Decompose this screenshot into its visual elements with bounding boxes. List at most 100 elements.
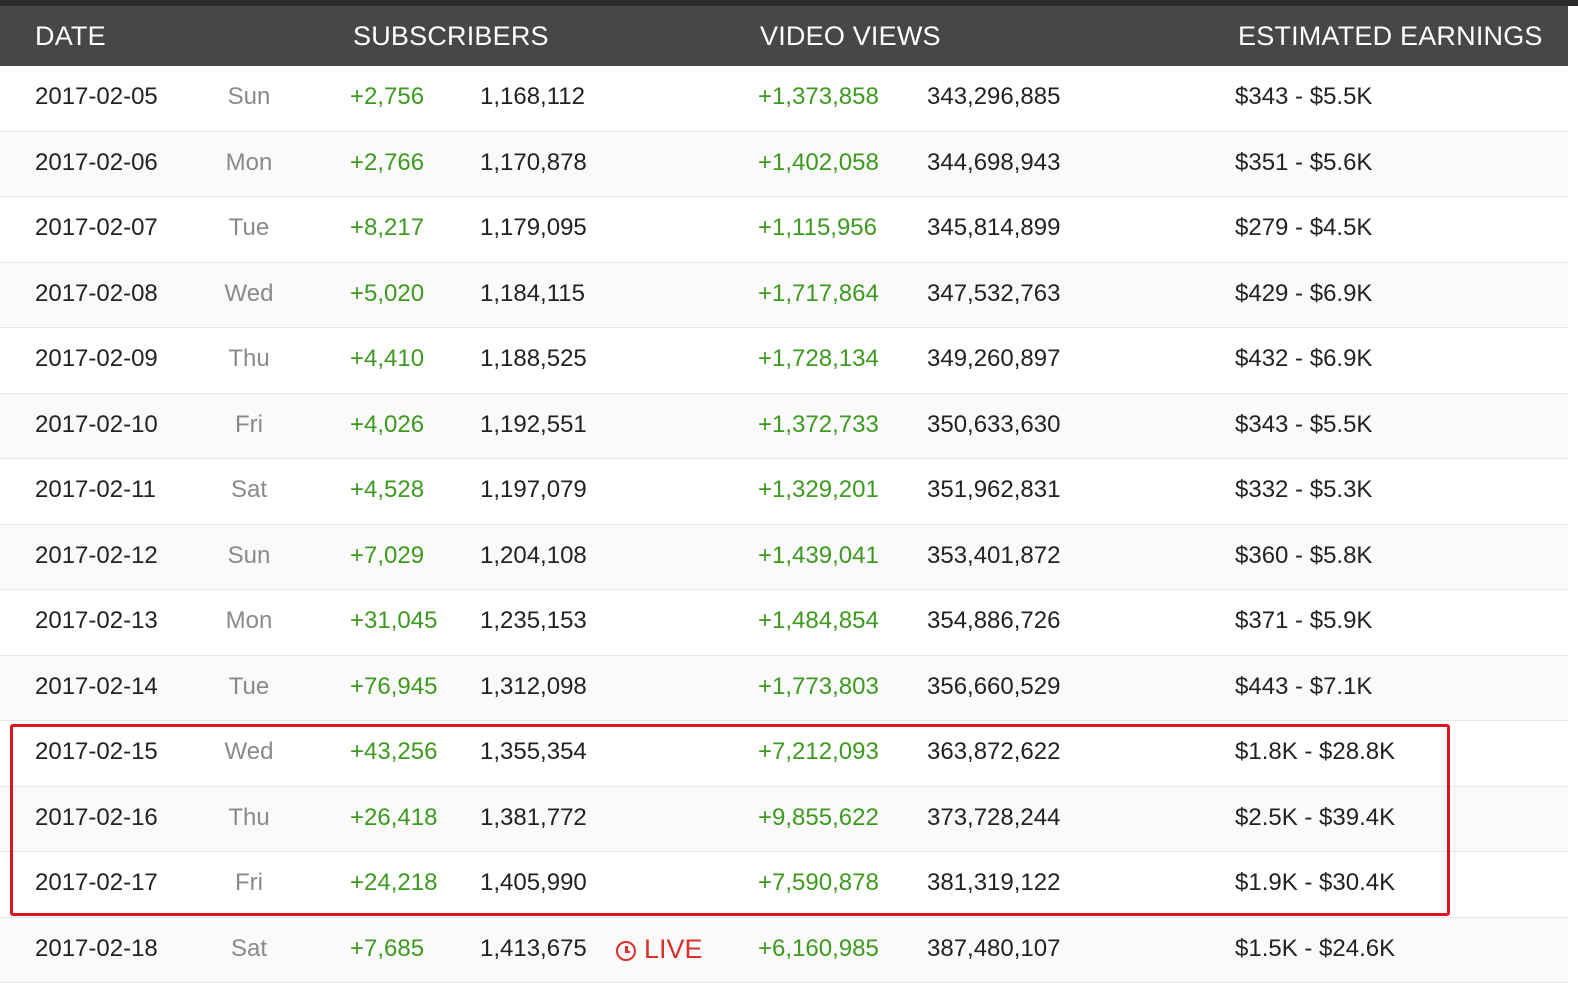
- row-subscriber-total: 1,355,354: [480, 738, 587, 765]
- row-subscriber-total: 1,235,153: [480, 607, 587, 634]
- row-view-gain: +7,590,878: [758, 869, 879, 896]
- row-subscriber-gain: +76,945: [350, 672, 438, 700]
- row-view-total: 373,728,244: [927, 803, 1061, 831]
- row-view-gain: +1,402,058: [758, 148, 879, 176]
- row-view-total: 344,698,943: [927, 148, 1061, 176]
- row-date: 2017-02-14: [35, 672, 158, 700]
- row-view-total: 349,260,897: [927, 345, 1061, 372]
- row-day: Sat: [230, 934, 268, 962]
- table-row: 2017-02-13 Mon +31,045 1,235,153 +1,484,854 3…: [0, 590, 1568, 656]
- row-estimated-earnings: $1.5K - $24.6K: [1235, 934, 1396, 962]
- row-subscriber-total: 1,192,551: [480, 410, 587, 438]
- row-date: 2017-02-08: [35, 279, 158, 307]
- row-subscriber-gain: +4,026: [350, 410, 425, 438]
- row-view-total: 345,814,899: [927, 214, 1061, 241]
- table-row: 2017-02-06 Mon +2,766 1,170,878 +1,402,058 34…: [0, 131, 1568, 197]
- live-indicator[interactable]: LIVE: [616, 918, 703, 983]
- row-estimated-earnings: $332 - $5.3K: [1235, 476, 1373, 503]
- row-view-gain: +7,212,093: [758, 738, 879, 765]
- row-subscriber-gain: +4,528: [350, 476, 425, 503]
- row-day: Fri: [235, 869, 263, 896]
- row-date: 2017-02-12: [35, 541, 158, 569]
- table-row: 2017-02-18 Sat +7,685 1,413,675 +6,160,985 38…: [0, 917, 1568, 983]
- table-row: 2017-02-12 Sun +7,029 1,204,108 +1,439,041 35…: [0, 524, 1568, 590]
- row-view-total: 356,660,529: [927, 672, 1061, 700]
- table-row: 2017-02-11 Sat +4,528 1,197,079 +1,329,201 35…: [0, 459, 1568, 525]
- row-subscriber-total: 1,381,772: [480, 803, 587, 831]
- row-view-gain: +6,160,985: [758, 934, 879, 962]
- row-subscriber-total: 1,170,878: [480, 148, 587, 176]
- row-date: 2017-02-17: [35, 869, 158, 896]
- row-day: Sat: [230, 476, 268, 503]
- row-day: Mon: [225, 607, 273, 634]
- row-estimated-earnings: $432 - $6.9K: [1235, 345, 1373, 372]
- row-estimated-earnings: $371 - $5.9K: [1235, 607, 1373, 634]
- row-subscriber-gain: +8,217: [350, 214, 425, 241]
- row-estimated-earnings: $1.8K - $28.8K: [1235, 738, 1396, 765]
- live-label: LIVE: [644, 933, 703, 964]
- row-view-gain: +1,728,134: [758, 345, 879, 372]
- row-subscriber-gain: +4,410: [350, 345, 425, 372]
- table-header: DATE SUBSCRIBERS VIDEO VIEWS ESTIMATED E…: [0, 6, 1568, 66]
- row-subscriber-gain: +43,256: [350, 738, 438, 765]
- row-date: 2017-02-10: [35, 410, 158, 438]
- header-video-views: VIDEO VIEWS: [760, 21, 941, 51]
- row-view-gain: +1,484,854: [758, 607, 879, 634]
- row-estimated-earnings: $429 - $6.9K: [1235, 279, 1373, 307]
- row-day: Tue: [228, 672, 270, 700]
- row-estimated-earnings: $443 - $7.1K: [1235, 672, 1373, 700]
- header-subscribers: SUBSCRIBERS: [353, 21, 549, 51]
- row-date: 2017-02-11: [35, 476, 156, 503]
- row-day: Sun: [227, 541, 271, 569]
- row-view-total: 387,480,107: [927, 934, 1061, 962]
- row-view-total: 363,872,622: [927, 738, 1061, 765]
- row-view-total: 347,532,763: [927, 279, 1061, 307]
- row-subscriber-gain: +7,029: [350, 541, 425, 569]
- table-row: 2017-02-10 Fri +4,026 1,192,551 +1,372,733 35…: [0, 393, 1568, 459]
- row-subscriber-total: 1,188,525: [480, 345, 587, 372]
- row-day: Thu: [228, 345, 270, 372]
- row-view-gain: +1,115,956: [758, 214, 878, 241]
- row-estimated-earnings: $279 - $4.5K: [1235, 214, 1373, 241]
- row-view-gain: +1,329,201: [758, 476, 879, 503]
- row-view-total: 343,296,885: [927, 83, 1061, 110]
- row-subscriber-total: 1,179,095: [480, 214, 587, 241]
- row-day: Fri: [235, 410, 263, 438]
- row-subscriber-gain: +2,756: [350, 83, 425, 110]
- stats-table-body: 2017-02-05 Sun +2,756 1,168,112 +1,373,858 34…: [0, 66, 1568, 983]
- table-row: 2017-02-15 Wed +43,256 1,355,354 +7,212,093 3…: [0, 721, 1568, 787]
- row-subscriber-total: 1,405,990: [480, 869, 587, 896]
- clock-icon: [616, 940, 636, 961]
- row-view-gain: +1,373,858: [758, 83, 879, 110]
- top-strip: [0, 0, 1578, 6]
- header-estimated-earnings: ESTIMATED EARNINGS: [1238, 21, 1543, 51]
- row-estimated-earnings: $360 - $5.8K: [1235, 541, 1373, 569]
- row-subscriber-gain: +5,020: [350, 279, 425, 307]
- row-subscriber-gain: +2,766: [350, 148, 425, 176]
- row-date: 2017-02-16: [35, 803, 158, 831]
- row-date: 2017-02-15: [35, 738, 158, 765]
- row-date: 2017-02-07: [35, 214, 158, 241]
- row-date: 2017-02-18: [35, 934, 158, 962]
- row-view-total: 351,962,831: [927, 476, 1061, 503]
- row-subscriber-total: 1,413,675: [480, 934, 587, 962]
- table-row: 2017-02-16 Thu +26,418 1,381,772 +9,855,622 3…: [0, 786, 1568, 852]
- row-day: Wed: [224, 738, 274, 765]
- row-date: 2017-02-06: [35, 148, 158, 176]
- row-subscriber-total: 1,184,115: [480, 279, 585, 307]
- row-subscriber-total: 1,204,108: [480, 541, 587, 569]
- row-estimated-earnings: $343 - $5.5K: [1235, 410, 1373, 438]
- row-day: Sun: [227, 83, 271, 110]
- row-day: Tue: [228, 214, 270, 241]
- row-estimated-earnings: $2.5K - $39.4K: [1235, 803, 1396, 831]
- row-day: Thu: [228, 803, 270, 831]
- row-view-total: 350,633,630: [927, 410, 1061, 438]
- row-date: 2017-02-13: [35, 607, 158, 634]
- row-day: Mon: [225, 148, 273, 176]
- row-date: 2017-02-09: [35, 345, 158, 372]
- row-subscriber-gain: +7,685: [350, 934, 425, 962]
- row-subscriber-total: 1,197,079: [480, 476, 587, 503]
- row-view-gain: +1,372,733: [758, 410, 879, 438]
- table-row: 2017-02-05 Sun +2,756 1,168,112 +1,373,858 34…: [0, 66, 1568, 132]
